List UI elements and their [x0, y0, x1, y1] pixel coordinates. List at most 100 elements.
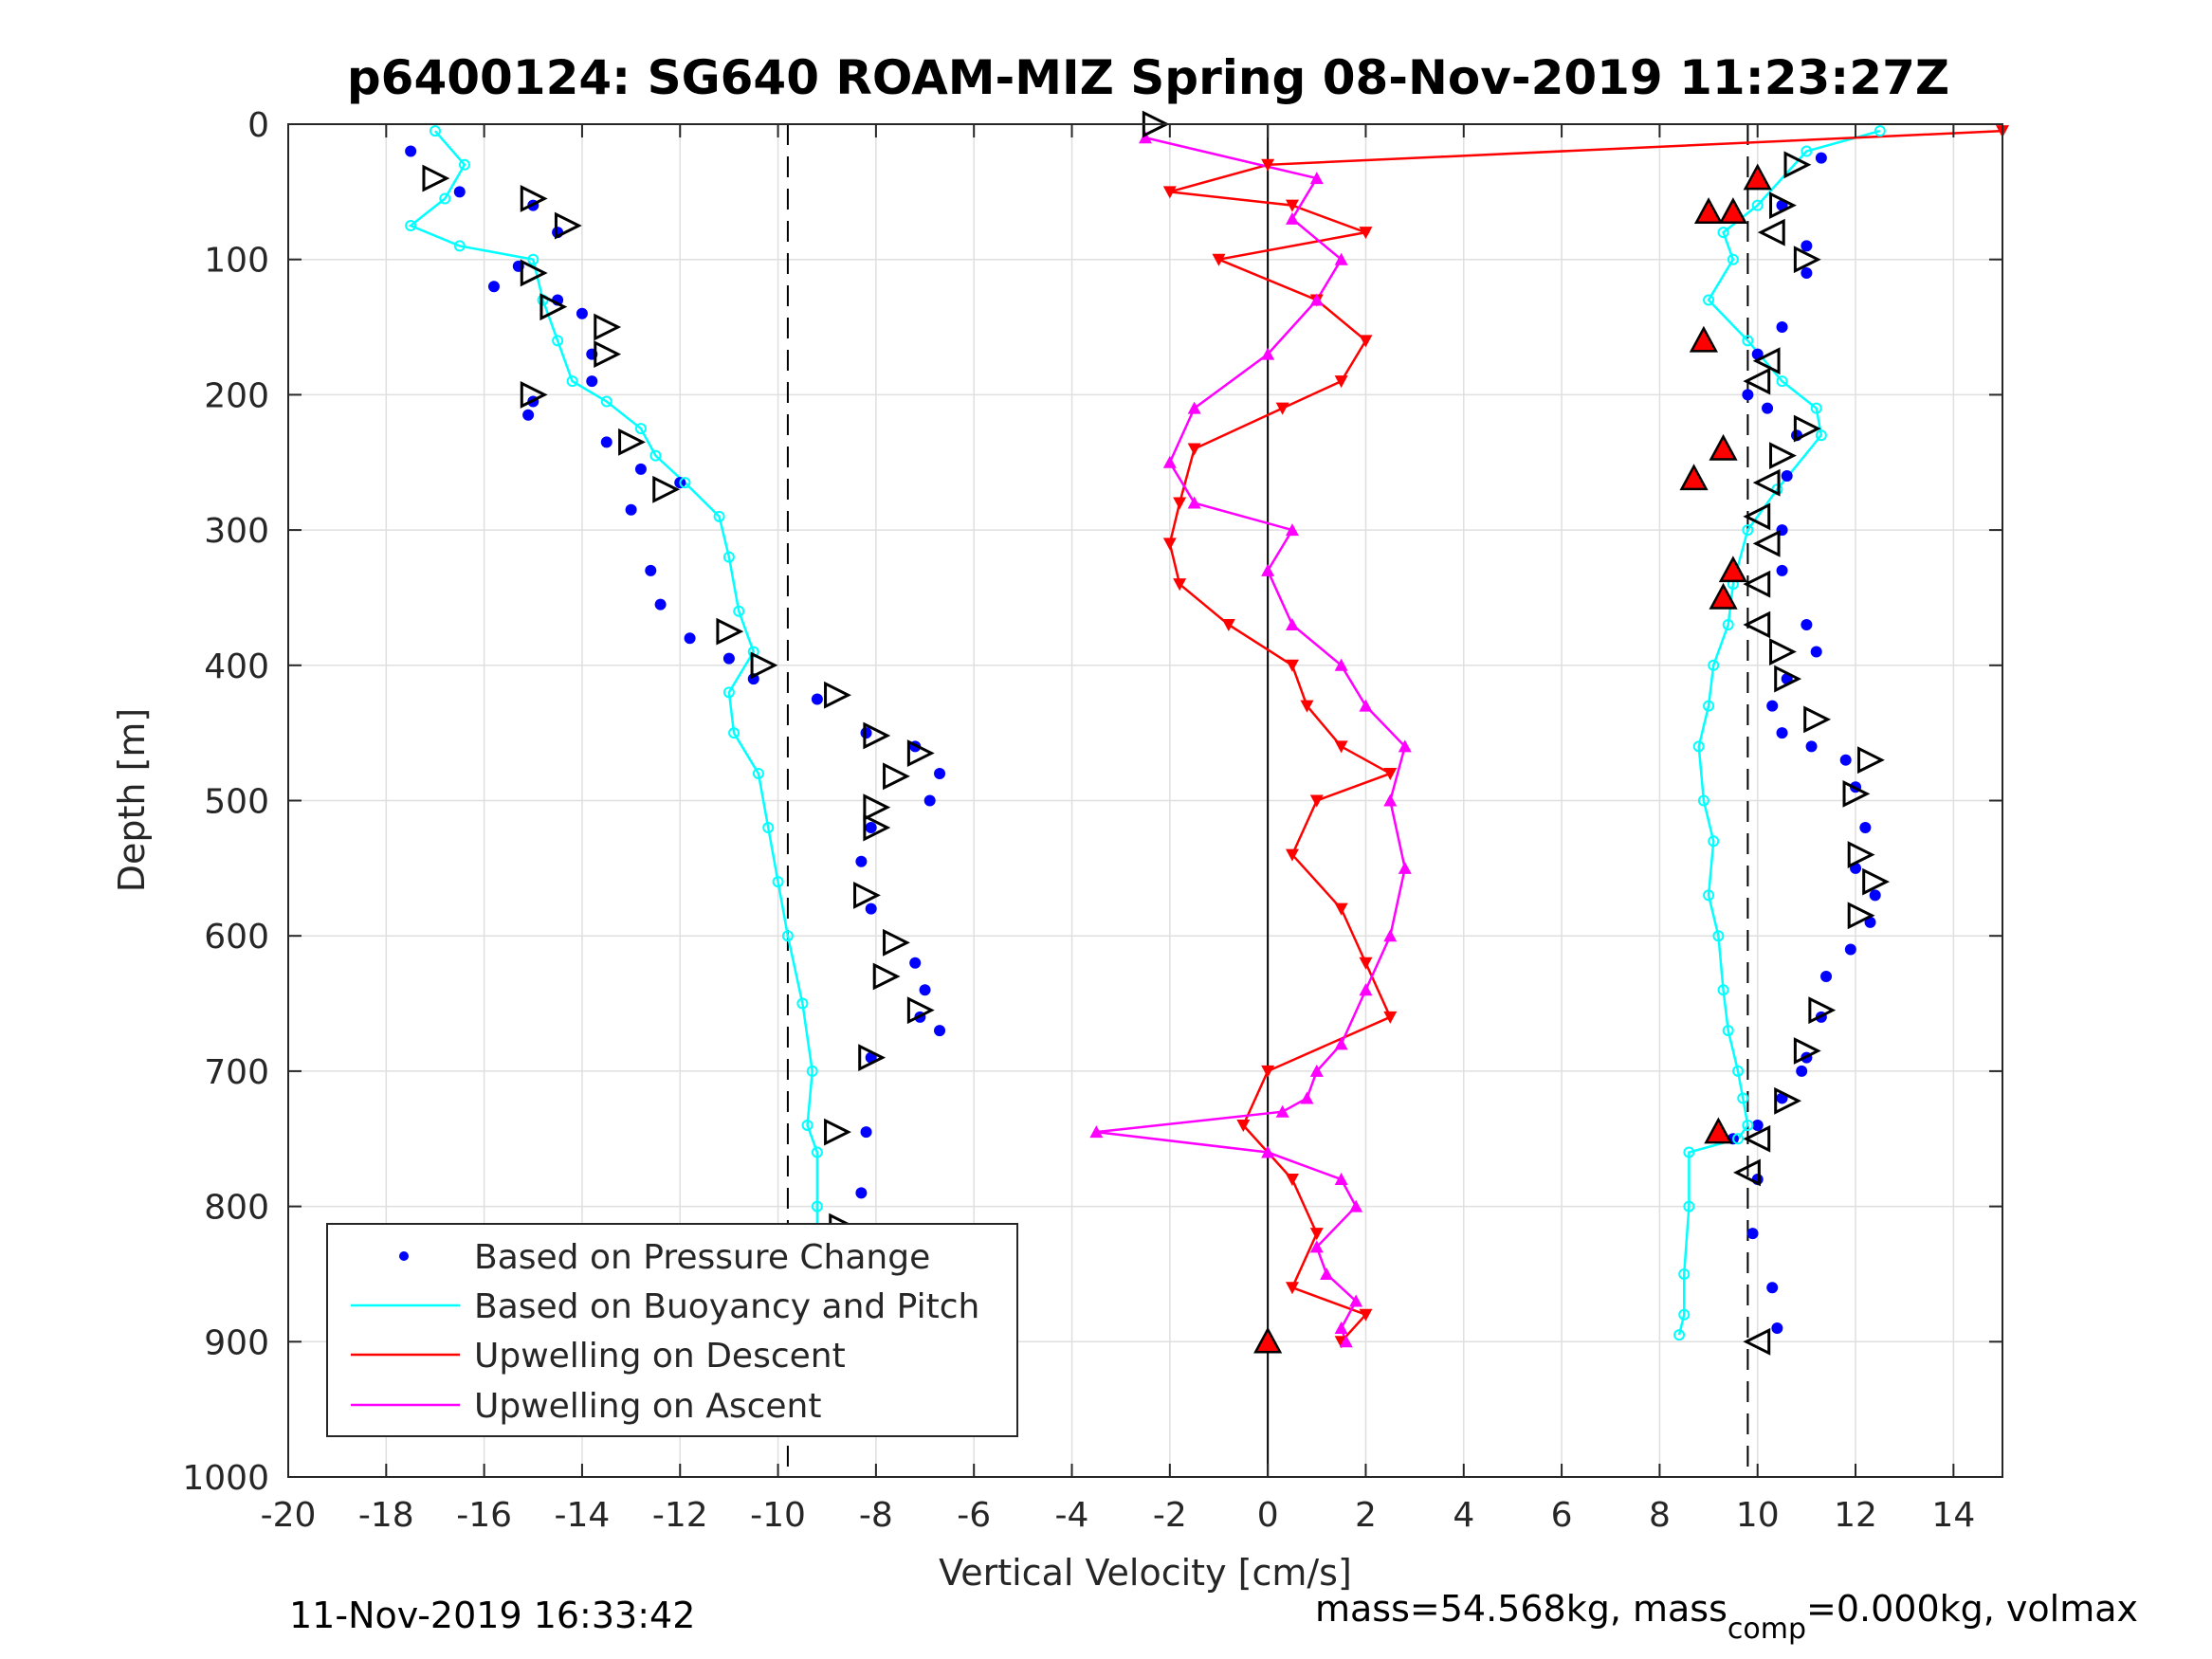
data-point-upwelling-on-descent: [1173, 497, 1187, 510]
data-point-based-on-pressure-change: [860, 727, 872, 739]
black-triangle-marker: [858, 1044, 887, 1072]
series-line-based-on-buoyancy-and-pitch: [1677, 129, 1881, 1336]
data-point-based-on-pressure-change: [634, 463, 647, 475]
data-point-upwelling-on-ascent: [1309, 172, 1324, 185]
x-tick-label: 8: [1649, 1496, 1671, 1535]
data-point-upwelling-on-ascent: [1398, 739, 1412, 753]
data-point-based-on-pressure-change: [855, 1187, 868, 1199]
red-triangle-marker: [1693, 197, 1724, 225]
black-triangle-marker: [539, 293, 568, 321]
black-triangle-marker: [520, 185, 548, 212]
y-tick-label: 200: [204, 376, 269, 415]
black-triangle-marker: [1847, 841, 1875, 869]
data-point-based-on-buoyancy-and-pitch: [713, 510, 725, 522]
black-triangle-marker: [883, 762, 910, 791]
data-point-based-on-buoyancy-and-pitch: [1722, 1025, 1734, 1037]
data-point-upwelling-on-ascent: [1349, 1294, 1363, 1307]
data-point-based-on-buoyancy-and-pitch: [453, 240, 466, 252]
data-point-based-on-pressure-change: [855, 855, 868, 867]
x-tick-label: -6: [957, 1496, 991, 1535]
black-triangle-marker: [1783, 151, 1812, 179]
data-point-based-on-pressure-change: [1781, 470, 1793, 483]
data-point-based-on-buoyancy-and-pitch: [405, 220, 417, 232]
data-point-based-on-buoyancy-and-pitch: [728, 727, 740, 739]
black-triangle-marker: [1774, 665, 1802, 693]
data-point-based-on-pressure-change: [1859, 822, 1872, 834]
data-point-based-on-buoyancy-and-pitch: [1692, 740, 1705, 753]
red-triangle-marker: [1718, 197, 1747, 225]
data-point-upwelling-on-descent: [1285, 199, 1299, 212]
red-triangle-marker: [1704, 1117, 1733, 1144]
data-point-based-on-pressure-change: [811, 693, 823, 705]
data-point-upwelling-on-ascent: [1187, 496, 1201, 509]
data-point-based-on-pressure-change: [654, 598, 667, 611]
data-point-upwelling-on-descent: [1275, 402, 1289, 415]
data-point-upwelling-on-descent: [1309, 1228, 1324, 1241]
data-point-based-on-buoyancy-and-pitch: [439, 192, 451, 205]
data-point-based-on-pressure-change: [722, 652, 735, 665]
black-triangle-marker: [554, 211, 582, 240]
black-triangle-marker: [1743, 570, 1771, 598]
data-point-upwelling-on-descent: [1334, 375, 1348, 389]
red-triangle-marker: [1709, 582, 1738, 610]
black-triangle-marker: [906, 996, 935, 1025]
data-point-based-on-pressure-change: [1776, 321, 1788, 334]
data-point-upwelling-on-ascent: [1398, 861, 1412, 874]
data-point-upwelling-on-ascent: [1261, 563, 1275, 576]
data-point-upwelling-on-ascent: [1334, 1322, 1348, 1335]
data-point-based-on-pressure-change: [934, 767, 946, 779]
black-triangle-marker: [716, 617, 744, 646]
data-point-upwelling-on-ascent: [1359, 983, 1373, 996]
data-point-upwelling-on-ascent: [1285, 617, 1299, 630]
data-point-based-on-pressure-change: [1766, 1282, 1779, 1294]
y-tick-label: 500: [204, 783, 269, 822]
data-point-based-on-buoyancy-and-pitch: [1678, 1308, 1691, 1321]
data-point-based-on-pressure-change: [1839, 754, 1852, 766]
data-point-based-on-pressure-change: [405, 145, 417, 157]
data-point-based-on-pressure-change: [1869, 889, 1881, 902]
x-axis-label: Vertical Velocity [cm/s]: [939, 1552, 1352, 1594]
data-point-based-on-buoyancy-and-pitch: [1673, 1329, 1686, 1341]
data-point-upwelling-on-ascent: [1285, 523, 1299, 537]
data-point-based-on-buoyancy-and-pitch: [527, 253, 539, 265]
data-point-upwelling-on-ascent: [1309, 293, 1324, 306]
data-point-based-on-buoyancy-and-pitch: [1683, 1200, 1695, 1212]
red-triangle-marker: [1253, 1326, 1283, 1354]
data-point-based-on-pressure-change: [1751, 348, 1764, 360]
legend: Based on Pressure Change Based on Buoyan…: [326, 1223, 1018, 1437]
data-point-based-on-pressure-change: [487, 281, 500, 293]
legend-label-ascent: Upwelling on Ascent: [474, 1387, 821, 1426]
y-tick-label: 100: [204, 242, 269, 281]
black-triangle-marker: [824, 681, 851, 709]
black-triangle-marker: [520, 259, 548, 287]
data-point-based-on-pressure-change: [865, 822, 877, 834]
data-point-upwelling-on-descent: [1383, 767, 1398, 780]
data-point-upwelling-on-descent: [1285, 659, 1299, 672]
data-point-upwelling-on-descent: [1359, 1308, 1373, 1322]
data-point-based-on-buoyancy-and-pitch: [722, 686, 735, 699]
data-point-based-on-buoyancy-and-pitch: [552, 335, 564, 347]
data-point-based-on-buoyancy-and-pitch: [566, 375, 578, 388]
black-triangle-marker: [1862, 867, 1891, 896]
data-point-based-on-pressure-change: [1815, 152, 1827, 164]
data-point-based-on-buoyancy-and-pitch: [1717, 227, 1729, 239]
black-triangle-marker: [1757, 218, 1785, 246]
black-triangle-marker: [1743, 1124, 1771, 1153]
data-point-based-on-buoyancy-and-pitch: [1732, 1065, 1745, 1077]
data-point-based-on-buoyancy-and-pitch: [1742, 524, 1754, 537]
black-triangle-marker: [618, 428, 646, 456]
y-tick-label: 800: [204, 1189, 269, 1228]
data-point-based-on-buoyancy-and-pitch: [811, 1146, 823, 1158]
red-triangle-marker: [1743, 163, 1772, 191]
data-point-based-on-pressure-change: [1766, 700, 1779, 712]
red-triangle-marker: [1718, 556, 1747, 583]
black-triangle-marker: [652, 475, 681, 503]
data-point-based-on-buoyancy-and-pitch: [1742, 335, 1754, 347]
black-triangle-marker: [1752, 529, 1781, 557]
data-point-upwelling-on-ascent: [1300, 1091, 1314, 1104]
data-point-based-on-pressure-change: [1805, 740, 1818, 753]
black-triangle-marker: [1743, 367, 1771, 395]
data-point-based-on-pressure-change: [645, 564, 657, 576]
data-point-based-on-pressure-change: [1771, 1322, 1783, 1335]
